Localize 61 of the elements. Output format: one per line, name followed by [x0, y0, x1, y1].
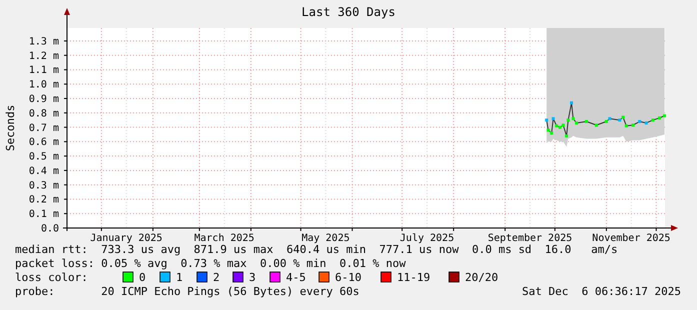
point [575, 121, 578, 124]
legend-label: 3 [249, 271, 256, 284]
legend-label: 6-10 [335, 271, 362, 284]
point [562, 124, 565, 127]
x-tick-label: March 2025 [194, 233, 254, 244]
legend-label: 0 [139, 271, 146, 284]
chart-title: Last 360 Days [302, 5, 396, 19]
point [608, 117, 612, 120]
legend-label: 11-19 [397, 271, 430, 284]
text: packet loss: 0.05 % avg 0.73 % max 0.00 % min 0.01 % now [15, 257, 406, 270]
point [638, 120, 642, 124]
legend-label: 4-5 [286, 271, 306, 284]
point [658, 116, 662, 120]
y-tick-label: 1.1 m [28, 65, 59, 76]
point [572, 117, 575, 120]
x-tick-label: January 2025 [90, 233, 162, 244]
point [555, 124, 558, 128]
y-tick-label: 0.8 m [28, 108, 59, 120]
y-tick-label: 0.4 m [28, 166, 59, 177]
y-tick-label: 0.3 m [28, 180, 59, 192]
point [651, 118, 654, 122]
x-tick-label: May 2025 [302, 233, 350, 244]
text: probe: 20 ICMP Echo Pings (56 Bytes) every 60s [15, 285, 360, 298]
point [546, 128, 550, 132]
y-tick-label: 1.3 m [28, 36, 59, 48]
legend-label: 2 [213, 271, 220, 284]
point [624, 124, 628, 128]
y-tick-label: 0.5 m [28, 152, 59, 163]
legend-label: 20/20 [465, 271, 498, 284]
point [604, 120, 608, 124]
legend-title: loss color: [15, 271, 88, 284]
y-tick-label: 1.0 m [28, 80, 59, 91]
point [631, 124, 634, 127]
point [663, 114, 666, 118]
point [550, 132, 554, 135]
point [566, 118, 570, 122]
point [594, 124, 598, 127]
text: Sat Dec 6 06:36:17 2025 [522, 285, 681, 298]
y-tick-label: 0.2 m [28, 194, 59, 206]
point [558, 126, 562, 129]
x-tick-label: November 2025 [592, 233, 670, 244]
y-tick-label: 0.7 m [28, 122, 59, 134]
point [565, 134, 568, 138]
y-tick-label: 0.0 [40, 224, 59, 234]
point [552, 117, 555, 120]
point [644, 121, 648, 124]
y-tick-label: 0.1 m [28, 209, 59, 220]
y-tick-label: 1.2 m [28, 50, 59, 62]
point [584, 120, 588, 124]
x-tick-label: July 2025 [400, 233, 454, 244]
point [622, 116, 625, 119]
y-axis-title: Seconds [4, 104, 17, 152]
point [618, 118, 622, 122]
text: median rtt: 733.3 us avg 871.9 us max 640.4 us min 777.1 us now 0.0 ms sd 16.0 am/s [15, 243, 618, 256]
x-tick-label: September 2025 [488, 233, 572, 244]
point [570, 101, 574, 104]
y-tick-label: 0.6 m [28, 137, 59, 148]
y-tick-label: 0.9 m [28, 94, 59, 106]
legend-label: 1 [176, 271, 183, 284]
point [545, 118, 548, 122]
line-series [546, 102, 666, 136]
